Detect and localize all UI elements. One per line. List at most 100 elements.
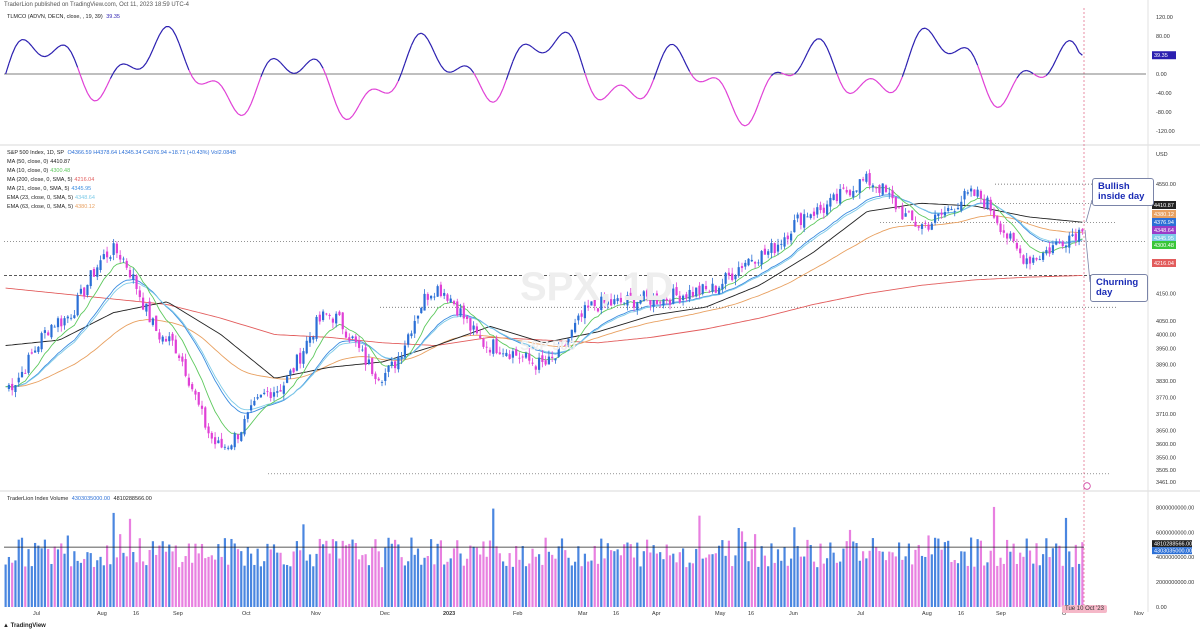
tlmco-segment — [247, 103, 252, 111]
tlmco-segment — [456, 66, 461, 70]
tlmco-segment — [335, 104, 341, 113]
candle-body — [803, 214, 806, 228]
volume-bar — [367, 565, 371, 607]
annotation-pointer — [1085, 199, 1093, 223]
tlmco-segment — [41, 55, 46, 58]
tlmco-segment — [139, 66, 144, 70]
volume-bar — [204, 558, 207, 607]
volume-bar — [217, 544, 220, 607]
candle-body — [783, 237, 786, 247]
candle-body — [812, 211, 816, 216]
candle-body — [871, 185, 875, 188]
tlmco-segment — [54, 46, 59, 51]
candle-body — [983, 198, 986, 208]
volume-axis-tick: 0.00 — [1156, 605, 1167, 611]
tlmco-segment — [738, 120, 743, 125]
x-axis-label: 16 — [133, 611, 139, 617]
candle-body — [253, 400, 256, 406]
tlmco-segment — [1049, 65, 1054, 72]
price-axis-tick: 3461.00 — [1156, 480, 1176, 486]
volume-bar — [24, 566, 27, 607]
volume-bar — [659, 552, 662, 607]
candle-body — [1051, 245, 1055, 254]
candle-body — [60, 318, 63, 327]
tlmco-segment — [1052, 59, 1057, 67]
tlmco-segment — [133, 67, 137, 70]
volume-bar — [410, 537, 413, 607]
candle-body — [930, 223, 933, 230]
candle-body — [426, 294, 429, 300]
candle-body — [292, 368, 295, 373]
volume-bar — [573, 561, 577, 607]
volume-bar — [266, 543, 269, 607]
tlmco-segment — [86, 92, 92, 99]
tlmco-segment — [1029, 71, 1034, 75]
candle-body — [89, 270, 92, 287]
volume-bar — [132, 552, 135, 607]
tlmco-segment — [352, 110, 357, 117]
tlmco-segment — [397, 72, 403, 82]
candle-body — [868, 173, 871, 186]
tlmco-segment — [244, 109, 249, 115]
volume-bar — [354, 542, 357, 607]
tlmco-segment — [505, 70, 511, 80]
volume-bar — [865, 558, 868, 607]
ma-legend-label: EMA (63, close, 0, SMA, 5) — [7, 204, 74, 210]
volume-bar — [1009, 551, 1012, 607]
tlmco-segment — [34, 49, 39, 55]
tlmco-segment — [309, 58, 314, 62]
volume-bar — [822, 563, 825, 607]
candle-body — [328, 314, 331, 316]
volume-bar — [973, 566, 976, 607]
tlmco-segment — [80, 76, 85, 86]
volume-bar — [50, 563, 53, 607]
volume-bar — [20, 537, 24, 607]
volume-bar — [276, 552, 279, 607]
tlmco-segment — [1026, 69, 1031, 73]
candle-body — [1012, 232, 1015, 242]
tlmco-segment — [997, 106, 1001, 109]
publish-header: TraderLion published on TradingView.com,… — [4, 2, 189, 8]
volume-bar — [151, 541, 155, 607]
candle-body — [806, 216, 809, 218]
volume-bar — [11, 562, 14, 607]
tlmco-segment — [241, 113, 245, 117]
volume-badge-text: 4810288566.00 — [1154, 542, 1192, 548]
tlmco-segment — [410, 38, 416, 46]
tlmco-segment — [548, 45, 553, 51]
candle-body — [331, 318, 335, 323]
volume-bar — [482, 541, 485, 607]
volume-bar — [616, 549, 619, 607]
volume-bar — [390, 543, 393, 607]
symbol-watermark: SPX, 1D — [520, 265, 673, 309]
tlmco-segment — [332, 95, 337, 105]
price-badge-text: 4410.87 — [1154, 203, 1174, 209]
volume-bar — [1002, 563, 1005, 607]
candle-body — [731, 273, 734, 281]
price-badge-text: 4348.64 — [1154, 228, 1174, 234]
volume-bar — [875, 547, 878, 607]
volume-bar — [263, 561, 266, 607]
candle-body — [515, 349, 518, 356]
candle-body — [825, 204, 829, 215]
volume-bar — [17, 539, 20, 607]
volume-bar — [672, 553, 675, 607]
volume-bar — [623, 544, 626, 607]
ma-legend-label: EMA (23, close, 0, SMA, 5) — [7, 195, 74, 201]
volume-bar — [112, 512, 115, 607]
tlmco-segment — [1062, 41, 1067, 47]
volume-value-2: 4810288566.00 — [113, 496, 152, 502]
candle-body — [655, 293, 659, 305]
tlmco-segment — [561, 31, 566, 35]
tlmco-segment — [51, 49, 56, 54]
tlmco-segment — [476, 78, 481, 86]
tlmco-segment — [649, 79, 655, 88]
candle-body — [992, 211, 996, 218]
candle-body — [47, 332, 50, 336]
volume-badge — [1152, 547, 1192, 555]
tlmco-segment — [123, 63, 127, 66]
candle-body — [940, 212, 943, 215]
tlmco-segment — [286, 69, 291, 73]
tlmco-segment — [1036, 75, 1041, 78]
